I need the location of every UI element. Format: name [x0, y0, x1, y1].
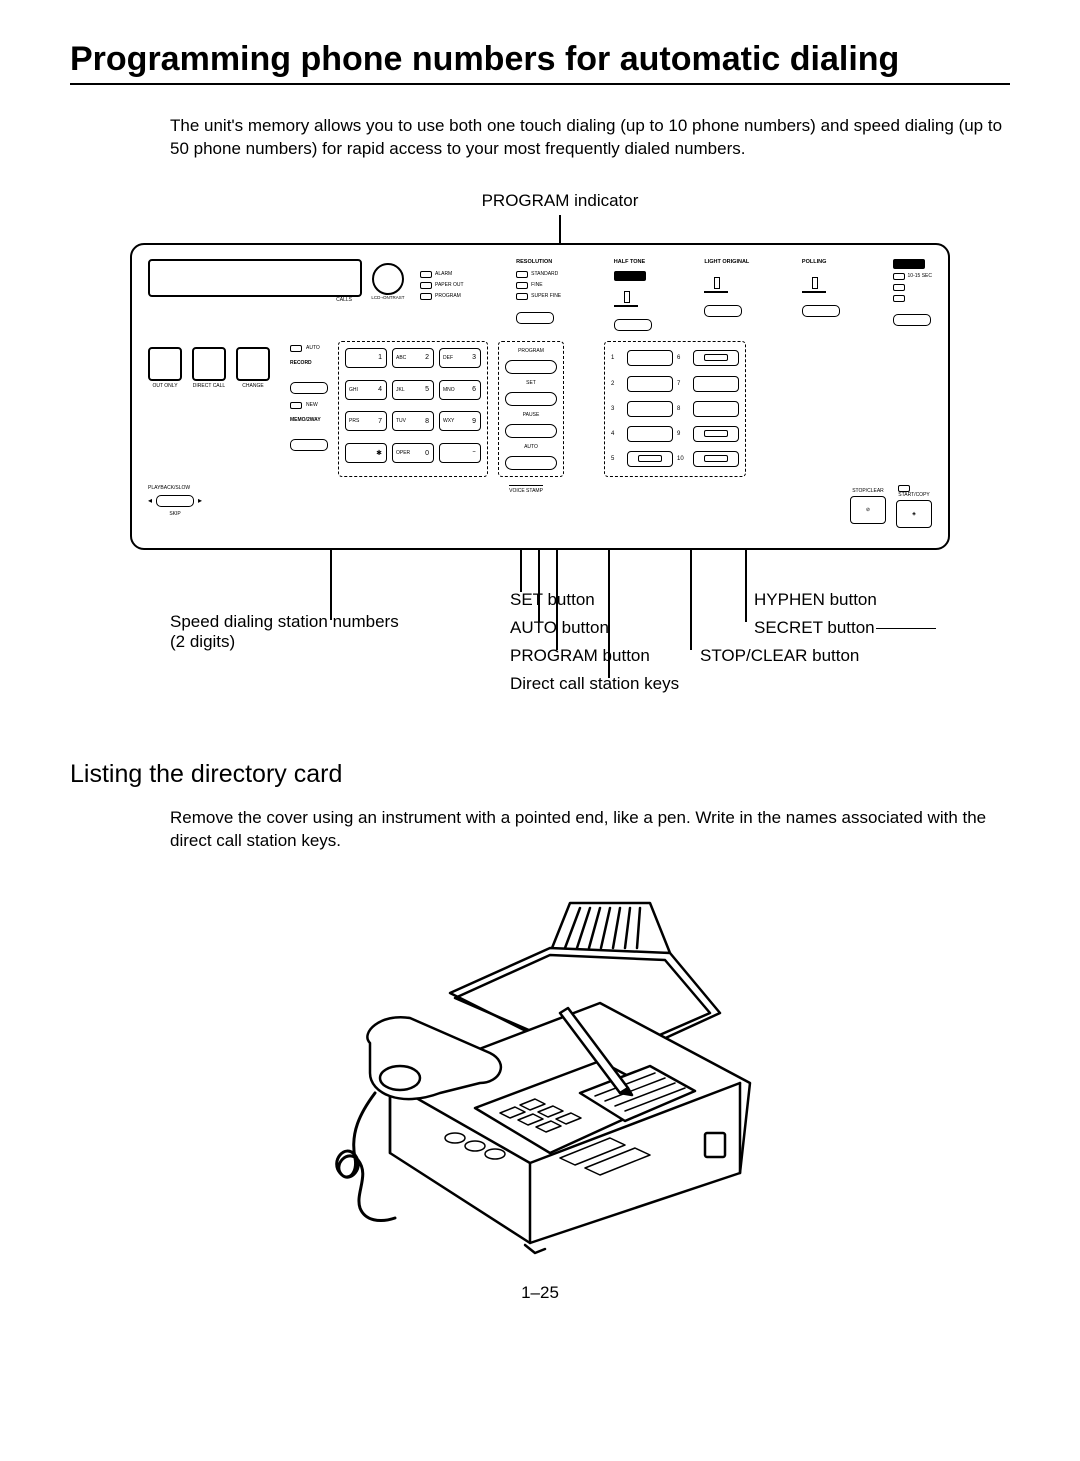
direct-key-number: 1: [611, 355, 623, 361]
auto-label: AUTO: [505, 444, 557, 450]
fax-machine-illustration: [300, 883, 780, 1263]
direct-key-number: 3: [611, 406, 623, 412]
start-copy-label: START/COPY: [898, 492, 930, 498]
stop-start-section: STOP/CLEAR ⊘ START/COPY ◈: [850, 485, 932, 528]
halftone-button: [614, 319, 652, 331]
callout-auto: AUTO button: [510, 618, 609, 638]
program-indicator-label: PROGRAM indicator: [130, 191, 950, 211]
hdr-resolution: RESOLUTION: [516, 259, 552, 267]
halftone-slider: [614, 295, 638, 307]
direct-call-button: DIRECT CALL: [192, 347, 226, 381]
keypad-key-0: OPER0: [392, 443, 434, 463]
light-button: [704, 305, 742, 317]
callout-speed-l1: Speed dialing station numbers: [170, 612, 399, 632]
direct-key-number: 5: [611, 456, 623, 462]
program-button: [505, 360, 557, 374]
keypad-key-1: 1: [345, 348, 387, 368]
lcd-display: [148, 259, 362, 297]
light-slider: [704, 281, 728, 293]
stop-clear-label: STOP/CLEAR: [852, 488, 884, 494]
playback-controls: PLAYBACK/SLOW ◂ ▸ SKIP: [148, 485, 202, 517]
polling-slider: [802, 281, 826, 293]
callout-direct: Direct call station keys: [510, 674, 679, 694]
indicator-alarm: ALARM: [435, 271, 452, 277]
mode-buttons: OUT ONLY DIRECT CALL CHANGE: [148, 341, 270, 477]
direct-key-number: 2: [611, 381, 623, 387]
keypad-key-⁼: ⁼: [439, 443, 481, 463]
keypad-key-2: ABC2: [392, 348, 434, 368]
indicator-paper-out: PAPER OUT: [435, 282, 464, 288]
hdr-light: LIGHT ORIGINAL: [704, 259, 749, 267]
record-controls: AUTO RECORD NEW MEMO/2WAY: [290, 341, 328, 477]
page-title: Programming phone numbers for automatic …: [70, 40, 1010, 85]
callout-hyphen: HYPHEN button: [754, 590, 877, 610]
start-copy-button: ◈: [896, 500, 932, 528]
section2-body: Remove the cover using an instrument wit…: [170, 807, 1010, 853]
intro-paragraph: The unit's memory allows you to use both…: [170, 115, 1010, 161]
keypad-key-✱: ✱: [345, 443, 387, 463]
indicator-fine: FINE: [531, 282, 542, 288]
keypad-key-9: WXY9: [439, 411, 481, 431]
direct-key-4: [627, 426, 673, 442]
fax-control-panel: ALARM PAPER OUT PROGRAM RESOLUTION STAND…: [130, 243, 950, 550]
direct-key-2: [627, 376, 673, 392]
direct-key-10: [693, 451, 739, 467]
hdr-polling: POLLING: [802, 259, 826, 267]
callout-labels: SET button Speed dialing station numbers…: [130, 550, 950, 690]
direct-key-number: 8: [677, 406, 689, 412]
program-label: PROGRAM: [505, 348, 557, 354]
keypad-key-3: DEF3: [439, 348, 481, 368]
hdr-halftone: HALF TONE: [614, 259, 645, 267]
indicator-program: PROGRAM: [435, 293, 461, 299]
lcd-contrast-knob: [372, 263, 404, 295]
keypad-key-4: GHI4: [345, 380, 387, 400]
direct-key-1: [627, 350, 673, 366]
section2-title: Listing the directory card: [70, 760, 1010, 789]
direct-key-9: [693, 426, 739, 442]
resolution-button: [516, 312, 554, 324]
callout-stopclear: STOP/CLEAR button: [700, 646, 859, 666]
direct-key-number: 9: [677, 431, 689, 437]
callout-speed-l2: (2 digits): [170, 632, 235, 652]
callout-secret: SECRET button: [754, 618, 875, 638]
direct-key-3: [627, 401, 673, 417]
leader-line: [559, 215, 561, 243]
page-number: 1–25: [70, 1283, 1010, 1303]
direct-key-number: 4: [611, 431, 623, 437]
auto-button: [505, 456, 557, 470]
direct-key-6: [693, 350, 739, 366]
pause-label: PAUSE: [505, 412, 557, 418]
pause-button: [505, 424, 557, 438]
direct-key-number: 6: [677, 355, 689, 361]
keypad-key-7: PRS7: [345, 411, 387, 431]
indicator-standard: STANDARD: [531, 271, 558, 277]
polling-button: [802, 305, 840, 317]
change-button: CHANGE: [236, 347, 270, 381]
keypad-key-8: TUV8: [392, 411, 434, 431]
stop-clear-button: ⊘: [850, 496, 886, 524]
keypad-key-5: JKL5: [392, 380, 434, 400]
indicator-superfine: SUPER FINE: [531, 293, 561, 299]
direct-key-8: [693, 401, 739, 417]
timer-button: [893, 314, 931, 326]
control-panel-diagram: PROGRAM indicator ALARM PAPER OUT PROGRA…: [130, 191, 950, 690]
indicator-timer: 10-15 SEC: [908, 273, 932, 279]
callout-set: SET button: [510, 590, 595, 610]
callout-program: PROGRAM button: [510, 646, 650, 666]
out-only-button: OUT ONLY: [148, 347, 182, 381]
direct-key-5: [627, 451, 673, 467]
function-column: PROGRAM SET PAUSE AUTO: [498, 341, 564, 477]
direct-call-station-keys: 1 6 2 7 3 8 4 9 5 10: [604, 341, 746, 477]
direct-key-number: 10: [677, 456, 689, 462]
set-button: [505, 392, 557, 406]
indicator-section: ALARM PAPER OUT PROGRAM RESOLUTION STAND…: [414, 259, 932, 331]
set-label: SET: [505, 380, 557, 386]
keypad-key-6: MNO6: [439, 380, 481, 400]
direct-key-7: [693, 376, 739, 392]
numeric-keypad: 1ABC2DEF3 GHI4JKL5MNO6 PRS7TUV8WXY9 ✱OPER0⁼: [338, 341, 488, 477]
direct-key-number: 7: [677, 381, 689, 387]
